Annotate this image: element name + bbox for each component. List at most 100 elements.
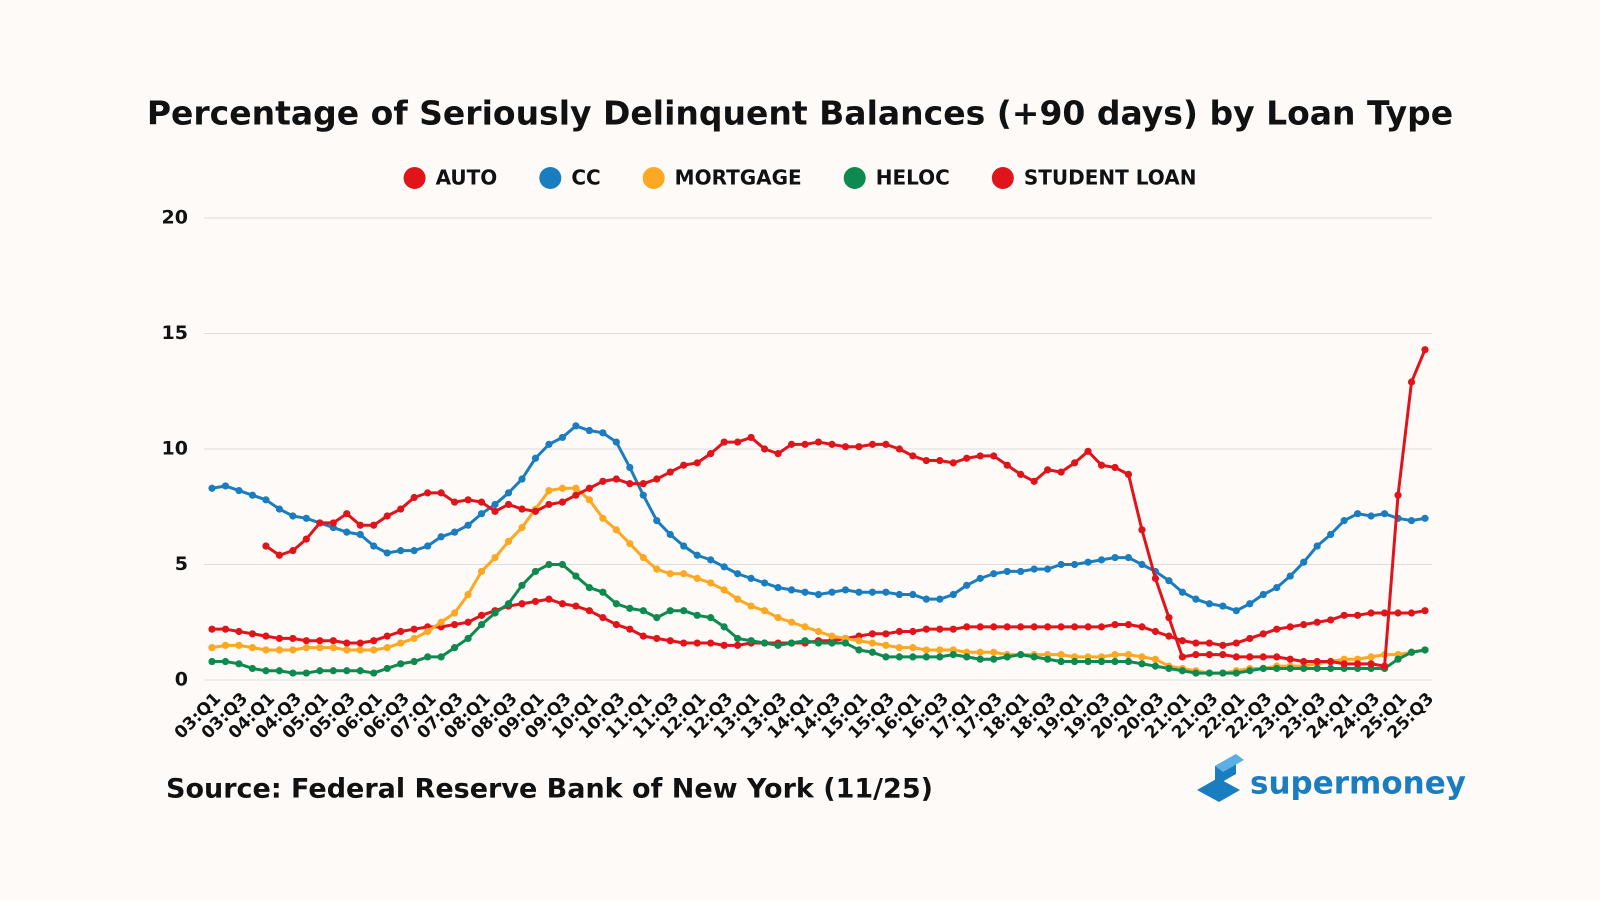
- data-point: [491, 609, 499, 617]
- data-point: [895, 627, 903, 636]
- data-point: [545, 595, 553, 603]
- data-point: [1151, 662, 1160, 670]
- data-point: [909, 452, 917, 460]
- data-point: [760, 639, 769, 647]
- data-point: [1286, 655, 1294, 663]
- data-point: [1044, 565, 1052, 573]
- data-point: [936, 595, 944, 603]
- data-point: [734, 634, 742, 643]
- data-point: [1151, 574, 1160, 582]
- legend-label: MORTGAGE: [675, 166, 802, 190]
- data-point: [383, 644, 391, 652]
- data-point: [397, 505, 405, 513]
- data-point: [545, 486, 553, 495]
- data-point: [518, 505, 526, 513]
- data-point: [990, 570, 998, 578]
- data-point: [572, 491, 580, 499]
- data-point: [693, 459, 701, 467]
- data-point: [949, 459, 957, 467]
- data-point: [1057, 560, 1065, 569]
- data-point: [828, 588, 836, 596]
- data-point: [1111, 620, 1119, 629]
- data-point: [424, 542, 432, 550]
- data-point: [1003, 623, 1011, 631]
- data-point: [585, 496, 593, 504]
- data-point: [316, 667, 324, 675]
- brand-logo: supermoney: [1197, 754, 1466, 802]
- data-point: [612, 526, 620, 534]
- data-point: [1407, 609, 1416, 617]
- data-point: [1327, 664, 1335, 673]
- data-point: [275, 646, 283, 654]
- data-point: [316, 519, 324, 527]
- data-point: [922, 625, 930, 633]
- data-point: [343, 528, 351, 536]
- data-point: [289, 547, 297, 555]
- y-tick-label: 0: [175, 669, 188, 691]
- data-point: [572, 572, 580, 580]
- data-point: [1044, 623, 1052, 631]
- data-point: [720, 641, 728, 649]
- data-point: [801, 637, 809, 645]
- data-point: [666, 570, 674, 578]
- data-point: [895, 653, 903, 661]
- data-point: [990, 623, 998, 631]
- legend-marker: [991, 167, 1014, 189]
- data-point: [639, 632, 647, 640]
- data-point: [1124, 553, 1133, 562]
- data-point: [370, 542, 378, 550]
- data-point: [990, 648, 998, 656]
- data-point: [1192, 595, 1200, 603]
- data-point: [1017, 470, 1025, 479]
- data-point: [949, 625, 957, 633]
- data-point: [518, 475, 526, 483]
- data-point: [855, 646, 863, 654]
- data-point: [1286, 572, 1294, 580]
- data-point: [1340, 660, 1348, 668]
- data-point: [451, 644, 459, 652]
- data-point: [1205, 639, 1213, 647]
- data-point: [221, 657, 230, 666]
- data-point: [585, 484, 593, 492]
- data-point: [1084, 657, 1092, 666]
- data-point: [1354, 660, 1362, 668]
- data-point: [208, 625, 216, 633]
- data-point: [572, 422, 580, 430]
- data-point: [626, 480, 634, 488]
- data-point: [545, 500, 553, 509]
- data-point: [909, 627, 917, 636]
- data-point: [1394, 491, 1402, 499]
- data-point: [1354, 611, 1362, 619]
- y-tick-label: 15: [162, 322, 188, 344]
- data-point: [976, 452, 984, 460]
- data-point: [639, 491, 647, 499]
- data-point: [1259, 630, 1267, 638]
- data-point: [936, 456, 944, 465]
- data-point: [1165, 632, 1173, 640]
- data-point: [612, 438, 620, 446]
- data-point: [990, 452, 998, 460]
- data-point: [707, 556, 715, 564]
- data-point: [680, 639, 688, 647]
- data-point: [1097, 657, 1106, 666]
- data-point: [1138, 623, 1146, 631]
- data-point: [882, 653, 890, 661]
- data-point: [302, 669, 310, 677]
- data-point: [518, 523, 526, 532]
- data-point: [707, 639, 715, 647]
- data-point: [464, 634, 472, 643]
- data-point: [424, 489, 432, 497]
- data-point: [653, 475, 661, 483]
- data-point: [814, 590, 823, 599]
- data-point: [302, 535, 310, 543]
- data-point: [855, 588, 863, 596]
- data-point: [1246, 667, 1254, 675]
- data-point: [451, 498, 459, 506]
- data-point: [262, 542, 270, 550]
- data-point: [558, 433, 567, 442]
- data-point: [289, 669, 297, 677]
- legend-marker: [843, 167, 866, 189]
- data-point: [1084, 623, 1092, 631]
- data-point: [882, 588, 890, 596]
